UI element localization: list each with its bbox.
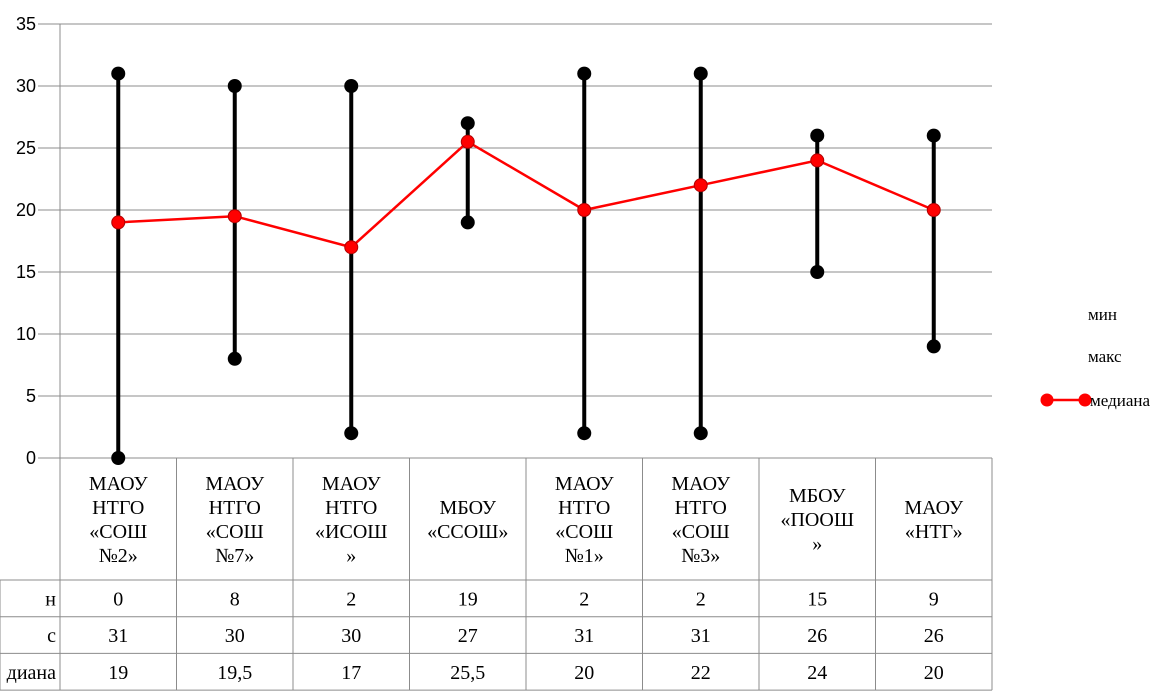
category-label-line: » bbox=[812, 533, 822, 555]
category-label-line: «ИСОШ bbox=[315, 521, 387, 543]
category-label-line: «СОШ bbox=[206, 521, 264, 543]
table-cell: 20 bbox=[924, 662, 944, 684]
max-point bbox=[227, 79, 242, 93]
max-point bbox=[810, 128, 825, 143]
category-label-line: НТГО bbox=[92, 497, 144, 519]
median-point bbox=[810, 153, 825, 168]
category-label-line: НТГО bbox=[325, 497, 377, 519]
category-label-line: МАОУ bbox=[89, 473, 149, 495]
y-tick-label: 15 bbox=[16, 262, 36, 282]
y-tick-label: 20 bbox=[16, 200, 36, 220]
table-row-label: н bbox=[45, 588, 56, 610]
table-cell: 19 bbox=[108, 662, 128, 684]
y-tick-label: 0 bbox=[26, 448, 36, 468]
category-label-line: №2» bbox=[99, 545, 138, 567]
median-point bbox=[460, 134, 475, 149]
min-point bbox=[111, 451, 126, 465]
table-cell: 15 bbox=[807, 588, 827, 610]
category-label-line: №1» bbox=[565, 545, 604, 567]
y-tick-label: 5 bbox=[26, 386, 36, 406]
median-point bbox=[926, 203, 941, 217]
category-label-line: МБОУ bbox=[789, 485, 846, 507]
category-label-line: НТГО bbox=[209, 497, 261, 519]
category-label-line: НТГО bbox=[558, 497, 610, 519]
legend-swatch-median-point bbox=[1040, 393, 1054, 407]
min-point bbox=[577, 426, 592, 441]
median-point bbox=[344, 240, 359, 255]
table-cell: 25,5 bbox=[450, 662, 485, 684]
legend-label-max: макс bbox=[1088, 347, 1122, 366]
max-point bbox=[460, 116, 475, 131]
gridlines bbox=[38, 23, 992, 459]
table-cell: 17 bbox=[341, 662, 361, 684]
category-label-line: МБОУ bbox=[439, 497, 496, 519]
table-cell: 26 bbox=[924, 625, 944, 647]
table-cell: 8 bbox=[230, 588, 240, 610]
max-point bbox=[344, 79, 359, 93]
max-point bbox=[926, 128, 941, 143]
category-label-line: «НТГ» bbox=[905, 521, 963, 543]
table-cell: 19 bbox=[458, 588, 478, 610]
min-point bbox=[693, 426, 708, 441]
legend: мин макс медиана bbox=[1040, 305, 1150, 410]
table-cell: 2 bbox=[696, 588, 706, 610]
category-label-line: МАОУ bbox=[322, 473, 382, 495]
median-line bbox=[118, 140, 935, 249]
min-point bbox=[460, 215, 475, 230]
category-label-line: «ССОШ» bbox=[427, 521, 508, 543]
table-cell: 27 bbox=[458, 625, 478, 647]
legend-swatch-median-point bbox=[1078, 393, 1092, 407]
y-axis-tick-labels: 0 5 10 15 20 25 30 35 bbox=[16, 14, 36, 468]
table-row-label: с bbox=[47, 625, 56, 647]
category-label-line: «ПООШ bbox=[780, 509, 854, 531]
table-cell: 22 bbox=[691, 662, 711, 684]
category-label-line: МАОУ bbox=[904, 497, 964, 519]
category-label-line: » bbox=[346, 545, 356, 567]
category-label-line: МАОУ bbox=[671, 473, 731, 495]
min-point bbox=[227, 351, 242, 366]
category-label-line: МАОУ bbox=[205, 473, 265, 495]
data-table: МАОУНТГО«СОШ№2»МАОУНТГО«СОШ№7»МАОУНТГО«И… bbox=[0, 458, 993, 691]
category-label-line: НТГО bbox=[675, 497, 727, 519]
table-cell: 2 bbox=[579, 588, 589, 610]
category-label-line: «СОШ bbox=[555, 521, 613, 543]
min-point bbox=[344, 426, 359, 441]
category-label-line: «СОШ bbox=[672, 521, 730, 543]
median-point bbox=[227, 209, 242, 224]
chart-marks bbox=[111, 66, 941, 465]
min-point bbox=[810, 265, 825, 279]
table-cell: 0 bbox=[113, 588, 123, 610]
max-point bbox=[577, 66, 592, 81]
min-point bbox=[926, 339, 941, 354]
table-cell: 31 bbox=[108, 625, 128, 647]
table-cell: 24 bbox=[807, 662, 827, 684]
category-label-line: №3» bbox=[681, 545, 720, 567]
table-cell: 26 bbox=[807, 625, 827, 647]
median-point bbox=[693, 178, 708, 193]
table-cell: 30 bbox=[341, 625, 361, 647]
table-cell: 19,5 bbox=[217, 662, 252, 684]
legend-label-min: мин bbox=[1088, 305, 1117, 324]
median-point bbox=[111, 215, 126, 230]
max-point bbox=[693, 66, 708, 81]
table-cell: 31 bbox=[691, 625, 711, 647]
max-point bbox=[111, 66, 126, 81]
category-label-line: «СОШ bbox=[89, 521, 147, 543]
category-label-line: МАОУ bbox=[555, 473, 615, 495]
table-cell: 20 bbox=[574, 662, 594, 684]
y-tick-label: 35 bbox=[16, 14, 36, 34]
table-row-label: диана bbox=[7, 662, 56, 684]
table-cell: 2 bbox=[346, 588, 356, 610]
table-cell: 9 bbox=[929, 588, 939, 610]
legend-label-median: медиана bbox=[1090, 391, 1150, 410]
y-tick-label: 10 bbox=[16, 324, 36, 344]
category-label-line: №7» bbox=[215, 545, 254, 567]
median-point bbox=[577, 203, 592, 217]
table-cell: 31 bbox=[574, 625, 594, 647]
table-cell: 30 bbox=[225, 625, 245, 647]
y-tick-label: 30 bbox=[16, 76, 36, 96]
y-tick-label: 25 bbox=[16, 138, 36, 158]
